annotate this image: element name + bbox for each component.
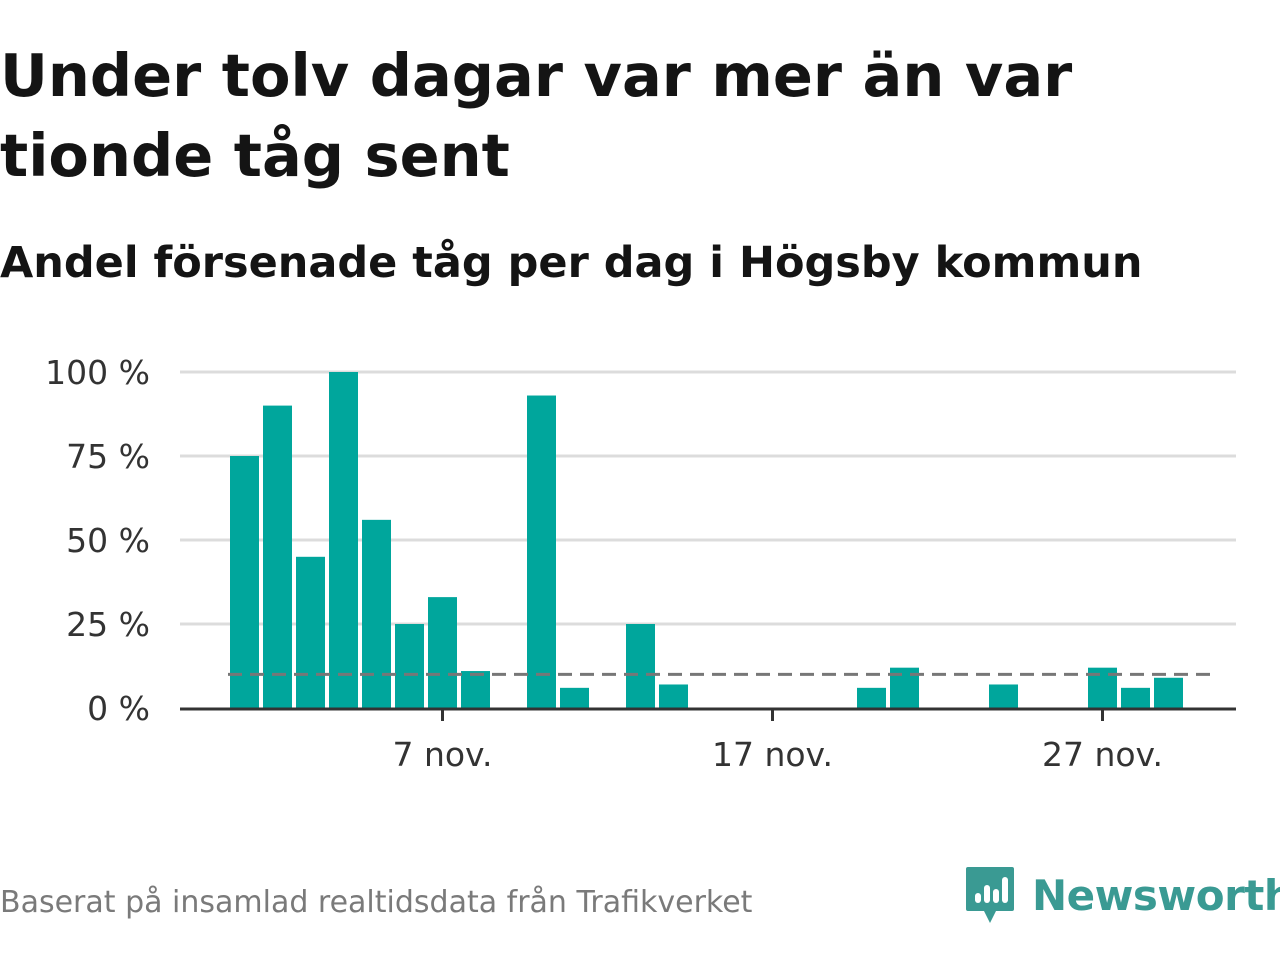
bar [1154,677,1183,708]
bar [626,624,655,708]
brand-name: Newsworthy [1032,870,1280,920]
bar [659,684,688,708]
x-tick-label: 17 nov. [712,735,833,774]
bar [857,687,886,708]
bar [263,405,292,708]
bar [461,671,490,708]
y-tick-label: 25 % [66,605,150,644]
newsworthy-logo: Newsworthy [964,864,1280,926]
source-note: Baserat på insamlad realtidsdata från Tr… [0,885,753,920]
bar [989,684,1018,708]
bar-chart: 0 % 25 % 50 % 75 % 100 % 7 nov. 17 nov. 27 nov… [45,353,1236,774]
x-tick-label: 7 nov. [392,735,492,774]
y-tick-label: 50 % [66,521,150,560]
bar [527,395,556,708]
bar [395,624,424,708]
newsworthy-chart-icon [966,867,1014,923]
y-axis-labels: 0 % 25 % 50 % 75 % 100 % [45,353,150,728]
x-axis-labels: 7 nov. 17 nov. 27 nov. [392,735,1163,774]
bar [329,372,358,708]
bars [230,372,1183,708]
y-tick-label: 75 % [66,437,150,476]
bar [362,519,391,708]
x-axis [180,707,1236,721]
bar [1121,687,1150,708]
y-tick-label: 0 % [87,689,150,728]
chart-subtitle: Andel försenade tåg per dag i Högsby kom… [0,238,1143,288]
bar [296,556,325,708]
x-tick-label: 27 nov. [1042,735,1163,774]
bar [560,687,589,708]
bar [428,597,457,708]
bar [230,456,259,708]
y-tick-label: 100 % [45,353,150,392]
chart-title: Under tolv dagar var mer än var tionde t… [0,41,1073,190]
